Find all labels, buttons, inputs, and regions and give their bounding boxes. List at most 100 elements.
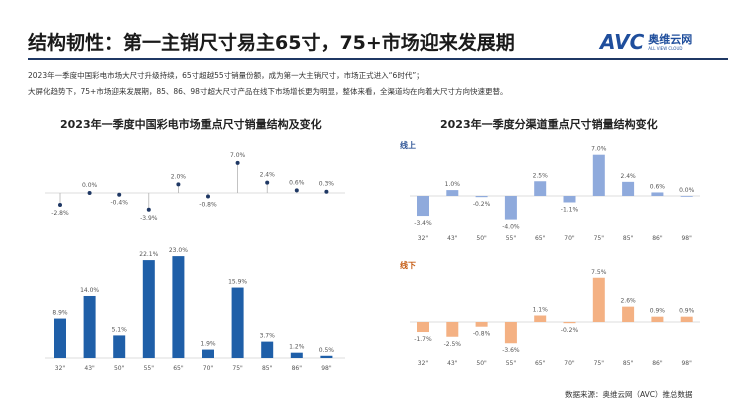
online-bar-label: -4.0%	[502, 224, 520, 231]
offline-bar	[592, 277, 605, 322]
lollipop-point	[206, 194, 210, 199]
bar	[54, 318, 66, 358]
lollipop-label: -0.4%	[110, 200, 128, 207]
offline-x-tick-label: 70"	[564, 360, 575, 367]
lollipop-point	[176, 182, 181, 187]
bar	[202, 349, 214, 358]
lollipop-label: -3.9%	[140, 215, 158, 222]
offline-bar	[680, 316, 693, 322]
online-bar-label: 0.6%	[650, 183, 666, 190]
offline-bar-label: 0.9%	[650, 308, 666, 315]
bar	[320, 355, 333, 358]
lollipop-point	[265, 180, 270, 185]
offline-bar-label: -0.2%	[561, 327, 579, 334]
right-chart-title: 2023年一季度分渠道重点尺寸销量结构变化	[440, 118, 658, 131]
bar	[261, 341, 274, 358]
x-tick-label: 50"	[114, 365, 125, 372]
bar-label: 0.5%	[319, 347, 335, 354]
lollipop-label: 0.0%	[82, 182, 98, 189]
lollipop-point	[235, 160, 240, 165]
bar	[172, 256, 185, 358]
online-x-tick-label: 32"	[418, 235, 429, 242]
online-x-tick-label: 85"	[623, 235, 634, 242]
intro-line-2: 大屏化趋势下，75+市场迎来发展期，85、86、98寸超大尺寸产品在线下市场增长…	[28, 87, 508, 96]
online-bar-label: 0.0%	[679, 187, 695, 194]
online-x-tick-label: 70"	[564, 235, 575, 242]
offline-bar	[446, 322, 459, 337]
lollipop-label: 2.0%	[171, 173, 187, 180]
lollipop-point	[324, 189, 329, 194]
offline-bar	[475, 322, 488, 327]
offline-bar-label: -0.8%	[473, 331, 491, 338]
x-tick-label: 75"	[232, 365, 243, 372]
bar-label: 15.9%	[228, 279, 247, 286]
offline-x-tick-label: 85"	[623, 360, 634, 367]
bar	[231, 287, 244, 358]
lollipop-label: 2.4%	[260, 172, 276, 179]
online-bar-label: 2.4%	[620, 173, 636, 180]
online-x-tick-label: 65"	[535, 235, 546, 242]
bar-label: 1.2%	[289, 344, 305, 351]
bar	[142, 260, 155, 358]
offline-x-tick-label: 98"	[681, 360, 692, 367]
offline-x-tick-label: 86"	[652, 360, 663, 367]
lollipop-label: 7.0%	[230, 152, 246, 159]
online-bar	[651, 192, 664, 196]
offline-bar-label: -2.5%	[444, 341, 462, 348]
online-bar	[504, 196, 517, 220]
offline-x-tick-label: 50"	[476, 360, 487, 367]
logo: AVC 奥维云网 ALL VIEW CLOUD	[600, 30, 692, 54]
lollipop-point	[294, 188, 299, 193]
logo-en: ALL VIEW CLOUD	[648, 45, 683, 51]
x-tick-label: 85"	[262, 365, 273, 372]
lollipop-label: -2.8%	[51, 210, 69, 217]
lollipop-label: 0.3%	[319, 181, 335, 188]
title-divider	[28, 58, 728, 60]
intro-line-1: 2023年一季度中国彩电市场大尺寸升级持续，65寸超越55寸销量份额，成为第一大…	[28, 71, 424, 80]
online-label: 线上	[400, 141, 416, 150]
x-tick-label: 43"	[84, 365, 95, 372]
offline-bar	[534, 315, 547, 322]
online-bar	[592, 154, 605, 196]
page-title: 结构韧性：第一主销尺寸易主65寸，75+市场迎来发展期	[28, 32, 515, 54]
online-x-tick-label: 50"	[476, 235, 487, 242]
online-bar	[534, 181, 547, 196]
offline-x-tick-label: 43"	[447, 360, 458, 367]
x-tick-label: 70"	[203, 365, 214, 372]
offline-bar	[622, 306, 635, 322]
lollipop-label: 0.6%	[289, 179, 305, 186]
offline-bar	[417, 322, 429, 333]
bar	[290, 352, 303, 358]
offline-bar	[651, 316, 664, 322]
online-bar	[622, 181, 635, 196]
offline-bar-label: 7.5%	[591, 269, 607, 276]
online-x-tick-label: 55"	[506, 235, 517, 242]
online-x-tick-label: 98"	[681, 235, 692, 242]
lollipop-point	[117, 192, 122, 197]
offline-x-tick-label: 32"	[418, 360, 429, 367]
bar-label: 23.0%	[169, 247, 188, 254]
lollipop-point	[87, 191, 92, 195]
x-tick-label: 55"	[144, 365, 155, 372]
bar-label: 22.1%	[139, 251, 158, 258]
online-bar-label: 1.0%	[445, 181, 461, 188]
offline-bar-label: 1.1%	[533, 307, 549, 314]
online-bar	[417, 196, 429, 217]
bar-label: 1.9%	[200, 341, 216, 348]
online-bar-label: 2.5%	[533, 172, 549, 179]
online-bar	[475, 196, 488, 198]
online-bar	[446, 190, 459, 196]
lollipop-point	[146, 207, 151, 212]
offline-label: 线下	[400, 261, 416, 270]
x-tick-label: 86"	[292, 365, 303, 372]
lollipop-label: -0.8%	[199, 201, 217, 208]
online-bar-label: -3.4%	[414, 220, 432, 227]
offline-bar-label: -3.6%	[502, 347, 520, 354]
offline-x-tick-label: 65"	[535, 360, 546, 367]
offline-x-tick-label: 55"	[506, 360, 517, 367]
online-x-tick-label: 86"	[652, 235, 663, 242]
offline-bar-label: 0.9%	[679, 308, 695, 315]
data-source: 数据来源：奥维云网（AVC）推总数据	[565, 390, 693, 399]
bar-label: 5.1%	[112, 326, 128, 333]
offline-bar-label: -1.7%	[414, 336, 432, 343]
